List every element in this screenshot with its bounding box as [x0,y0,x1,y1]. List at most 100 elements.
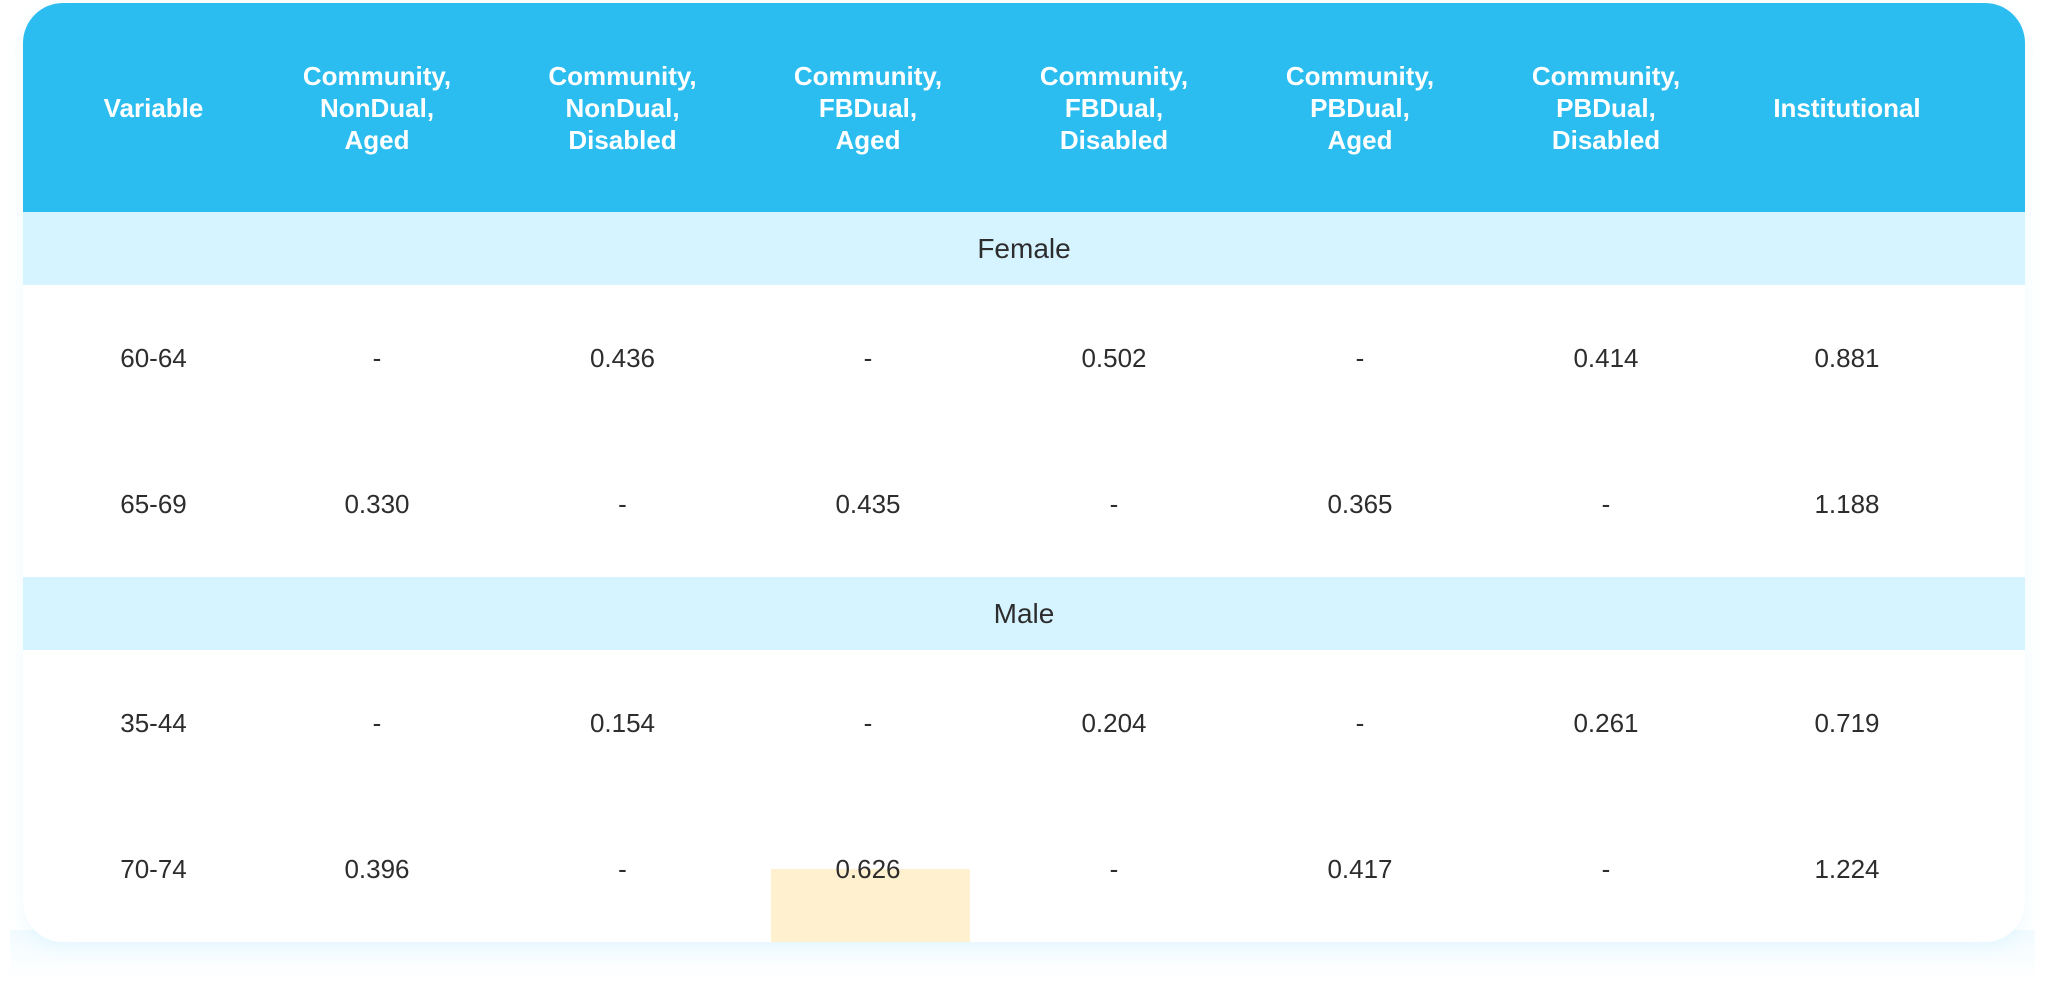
cell-value: - [1355,342,1365,373]
cell-value: 0.154 [589,707,656,738]
column-header-community-nondual-aged: Community, NonDual, Aged [254,3,500,212]
cell-value: 0.719 [1814,707,1880,738]
row-label-cell: 35-44 [23,650,254,796]
value-cell: - [991,431,1237,577]
value-cell: - [745,650,991,796]
group-row-male: Male [23,577,2025,650]
column-header-line: Community, [1531,60,1681,91]
column-header-line: Disabled [1059,124,1169,155]
cell-value: 1.224 [1814,853,1880,884]
data-table: Variable Community, NonDual, Aged Community,… [23,3,2025,942]
cell-value: 1.188 [1814,488,1880,519]
cell-value: 0.204 [1081,707,1147,738]
column-header-line: Disabled [1551,124,1661,155]
value-cell: 0.502 [991,285,1237,431]
column-header-community-nondual-disabled: Community, NonDual, Disabled [500,3,745,212]
column-header-line: Disabled [568,124,677,155]
column-header-line: Aged [835,124,901,155]
table-row: 35-44 - 0.154 - 0.204 - 0.261 0.719 [23,650,2025,796]
value-cell: 0.414 [1483,285,1729,431]
column-header-community-pbdual-disabled: Community, PBDual, Disabled [1483,3,1729,212]
group-row-female: Female [23,212,2025,285]
column-header-community-fbdual-disabled: Community, FBDual, Disabled [991,3,1237,212]
table-row: 70-74 0.396 - 0.626 - 0.417 - 1.224 [23,796,2025,942]
cell-value: 0.417 [1327,853,1393,884]
value-cell: - [254,650,500,796]
column-header-line: Variable [103,92,204,123]
value-cell: 0.435 [745,431,991,577]
header-row: Variable Community, NonDual, Aged Community,… [23,3,2025,212]
group-label: Female [23,212,2025,285]
group-label: Male [23,577,2025,650]
value-cell: 0.204 [991,650,1237,796]
row-label-cell: 70-74 [23,796,254,942]
cell-value: 0.626 [835,853,901,884]
cell-value: 0.502 [1081,342,1147,373]
data-table-card: Variable Community, NonDual, Aged Community,… [23,3,2025,942]
cell-value: - [1601,488,1611,519]
cell-value: 0.881 [1814,342,1880,373]
cell-value: - [863,707,873,738]
table-row: 60-64 - 0.436 - 0.502 - 0.414 0.881 [23,285,2025,431]
cell-value: - [1601,853,1611,884]
cell-value: - [372,707,382,738]
cell-value: 0.396 [344,853,410,884]
column-header-line: Aged [344,124,410,155]
value-cell: 0.417 [1237,796,1483,942]
value-cell: 1.188 [1729,431,2025,577]
cell-value: 60-64 [120,342,187,373]
value-cell: - [1237,650,1483,796]
cell-value: - [372,342,382,373]
value-cell: 0.396 [254,796,500,942]
cell-value: 0.435 [835,488,901,519]
column-header-variable: Variable [23,3,254,212]
cell-value: - [618,853,627,884]
cell-value: - [1109,488,1119,519]
value-cell: 0.330 [254,431,500,577]
column-header-community-fbdual-aged: Community, FBDual, Aged [745,3,991,212]
column-header-community-pbdual-aged: Community, PBDual, Aged [1237,3,1483,212]
column-header-line: Institutional [1773,92,1921,123]
cell-value: 0.414 [1573,342,1639,373]
table-row: 65-69 0.330 - 0.435 - 0.365 - 1.188 [23,431,2025,577]
value-cell: 0.261 [1483,650,1729,796]
column-header-line: Community, [302,60,452,91]
column-header-line: PBDual, [1556,92,1656,123]
value-cell: - [1483,431,1729,577]
column-header-line: Community, [1039,60,1189,91]
value-cell: - [1483,796,1729,942]
highlighted-cell-background [771,869,970,942]
cell-value: - [863,342,873,373]
value-cell: - [1237,285,1483,431]
cell-value: - [1109,853,1119,884]
value-cell: - [254,285,500,431]
cell-value: 35-44 [120,707,187,738]
column-header-line: NonDual, [319,92,435,123]
column-header-line: FBDual, [1064,92,1164,123]
column-header-line: Community, [1285,60,1435,91]
column-header-line: Aged [1327,124,1393,155]
cell-value: 65-69 [120,488,187,519]
column-header-institutional: Institutional [1729,3,2025,212]
column-header-line: FBDual, [818,92,918,123]
column-header-line: PBDual, [1310,92,1410,123]
value-cell: 0.436 [500,285,745,431]
row-label-cell: 60-64 [23,285,254,431]
row-label-cell: 65-69 [23,431,254,577]
value-cell: 0.365 [1237,431,1483,577]
value-cell: - [991,796,1237,942]
column-header-line: Community, [548,60,697,91]
value-cell: - [500,431,745,577]
value-cell: 0.154 [500,650,745,796]
value-cell: - [500,796,745,942]
value-cell: 1.224 [1729,796,2025,942]
cell-value: 0.436 [589,342,656,373]
cell-value: - [1355,707,1365,738]
cell-value: - [618,488,627,519]
cell-value: 0.330 [344,488,410,519]
column-header-line: Community, [793,60,943,91]
cell-value: 0.261 [1573,707,1639,738]
value-cell: 0.626 [745,796,991,942]
value-cell: - [745,285,991,431]
cell-value: 0.365 [1327,488,1393,519]
